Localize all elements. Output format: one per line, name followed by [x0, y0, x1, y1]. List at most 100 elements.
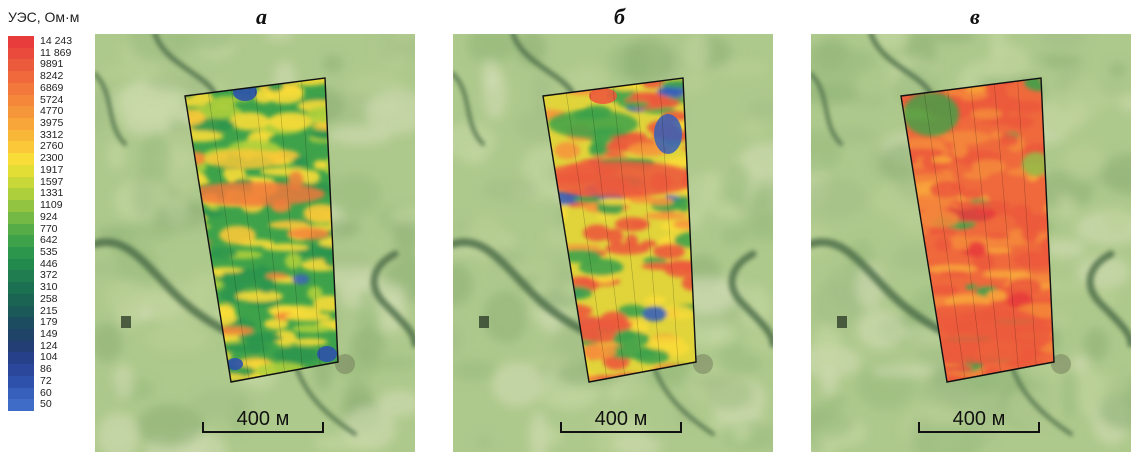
legend-row: 8242 — [8, 70, 88, 83]
scale-bar: 400 м — [202, 408, 324, 433]
legend-value: 535 — [40, 245, 58, 258]
resistivity-legend: 14 243 11 869 9891 8242 6869 5724 4770 3975 3312… — [8, 35, 88, 411]
legend-value: 2760 — [40, 140, 64, 153]
legend-row: 446 — [8, 257, 88, 271]
legend-value: 3312 — [40, 128, 64, 141]
legend-value: 11 869 — [40, 46, 72, 59]
legend-row: 4770 — [8, 105, 88, 119]
legend-value: 1109 — [40, 199, 63, 212]
legend-swatch — [8, 364, 34, 376]
legend-value: 372 — [40, 269, 58, 282]
legend-row: 104 — [8, 351, 88, 365]
legend-value: 258 — [40, 292, 58, 305]
legend-row: 11 869 — [8, 46, 88, 60]
scale-bar-label: 400 м — [595, 408, 648, 430]
panel-b-label: б — [614, 4, 625, 29]
scale-bar: 400 м — [560, 408, 682, 433]
legend-value: 4770 — [40, 105, 64, 118]
legend-value: 1597 — [40, 175, 64, 188]
legend-row: 179 — [8, 316, 88, 329]
legend-swatch — [8, 200, 34, 212]
legend-row: 535 — [8, 245, 88, 259]
legend-value: 179 — [40, 316, 58, 329]
legend-row: 642 — [8, 234, 88, 247]
legend-swatch — [8, 59, 34, 72]
legend-value: 50 — [40, 398, 52, 411]
legend-row: 6869 — [8, 81, 88, 95]
legend-value: 149 — [40, 327, 58, 340]
legend-swatch — [8, 153, 34, 165]
legend-swatch — [8, 118, 34, 130]
legend-row: 149 — [8, 327, 88, 341]
satellite-map: 400 м — [453, 34, 773, 452]
legend-swatch — [8, 164, 34, 177]
legend-row: 50 — [8, 398, 88, 411]
legend-swatch — [8, 352, 34, 365]
legend-value: 2300 — [40, 152, 64, 165]
scale-bar-label: 400 м — [953, 408, 1006, 430]
legend-value: 3975 — [40, 117, 64, 130]
legend-value: 86 — [40, 363, 52, 376]
legend-swatch — [8, 399, 34, 411]
legend-swatch — [8, 106, 34, 119]
legend-value: 5724 — [40, 93, 64, 106]
legend-swatch — [8, 246, 34, 259]
legend-value: 770 — [40, 222, 58, 235]
legend-value: 924 — [40, 210, 58, 223]
scale-bar-label: 400 м — [237, 408, 290, 430]
legend-swatch — [8, 82, 34, 95]
legend-swatch — [8, 47, 34, 60]
legend-row: 2760 — [8, 140, 88, 154]
legend-swatch — [8, 211, 34, 224]
legend-swatch — [8, 223, 34, 236]
legend-swatch — [8, 176, 34, 189]
legend-row: 9891 — [8, 58, 88, 72]
legend-swatch — [8, 129, 34, 142]
legend-row: 14 243 — [8, 35, 88, 48]
legend-row: 5724 — [8, 93, 88, 107]
legend-swatch — [8, 71, 34, 83]
legend-swatch — [8, 36, 34, 48]
legend-value: 124 — [40, 339, 58, 352]
legend-value: 60 — [40, 386, 52, 399]
legend-value: 642 — [40, 234, 58, 247]
legend-swatch — [8, 375, 34, 388]
legend-row: 3312 — [8, 128, 88, 142]
legend-value: 9891 — [40, 58, 64, 71]
legend-swatch — [8, 387, 34, 400]
legend-row: 1917 — [8, 163, 88, 177]
map-panel-a: 400 м — [95, 34, 415, 452]
legend-row: 258 — [8, 292, 88, 306]
legend-value: 8242 — [40, 70, 64, 83]
legend-swatch — [8, 188, 34, 201]
legend-value: 72 — [40, 374, 52, 387]
legend-swatch — [8, 282, 34, 294]
legend-swatch — [8, 317, 34, 329]
legend-title: УЭС, Ом·м — [8, 9, 80, 25]
scale-bar: 400 м — [918, 408, 1040, 433]
legend-value: 6869 — [40, 81, 64, 94]
legend-row: 1331 — [8, 187, 88, 201]
map-panel-b: 400 м — [453, 34, 773, 452]
field-boundary — [900, 77, 1055, 383]
legend-value: 1917 — [40, 163, 64, 176]
legend-row: 770 — [8, 222, 88, 236]
satellite-map: 400 м — [811, 34, 1131, 452]
legend-row: 86 — [8, 363, 88, 376]
panel-a-label: а — [256, 4, 267, 29]
legend-row: 60 — [8, 386, 88, 400]
legend-swatch — [8, 340, 34, 353]
legend-swatch — [8, 235, 34, 247]
legend-row: 924 — [8, 210, 88, 224]
legend-row: 124 — [8, 339, 88, 353]
legend-value: 104 — [40, 351, 58, 364]
legend-value: 446 — [40, 257, 58, 270]
legend-swatch — [8, 258, 34, 271]
legend-swatch — [8, 141, 34, 154]
legend-swatch — [8, 328, 34, 341]
legend-swatch — [8, 94, 34, 107]
legend-row: 1109 — [8, 199, 88, 212]
map-panel-c: 400 м — [811, 34, 1131, 452]
legend-value: 310 — [40, 281, 58, 294]
field-boundary — [184, 77, 339, 383]
